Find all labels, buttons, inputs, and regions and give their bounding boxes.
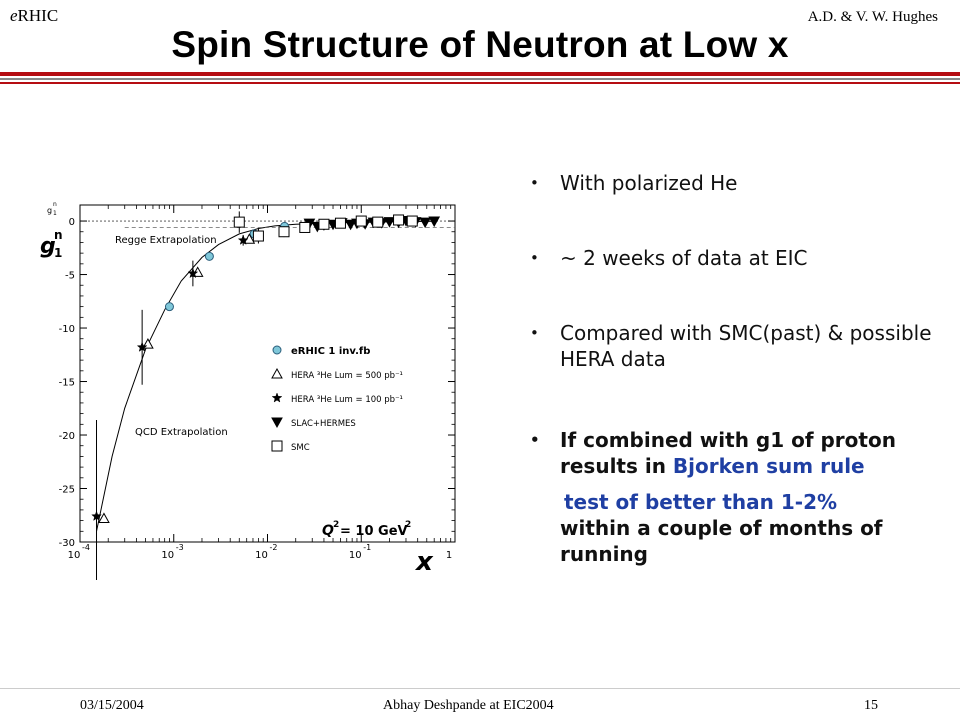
y-axis-title-1: 1 (54, 246, 62, 260)
bullet-dot: • (530, 431, 540, 449)
x-tick-label: 10 (349, 550, 362, 561)
legend-marker-star (271, 392, 283, 403)
legend-marker-square (271, 440, 283, 452)
q2-exp: 2 (333, 520, 339, 530)
data-point-square (299, 221, 311, 233)
y-tick-label: -30 (59, 538, 75, 549)
data-point-square (393, 214, 405, 226)
q2-lhs: Q (322, 523, 334, 539)
y-axis-title-g: g (40, 234, 56, 259)
q2-rhs: = 10 GeV (340, 524, 408, 539)
bullet-item-1: • With polarized He (520, 170, 738, 196)
legend-label: HERA ³He Lum = 100 pb⁻¹ (291, 395, 403, 405)
legend-label: HERA ³He Lum = 500 pb⁻¹ (291, 371, 403, 381)
data-point-star (91, 510, 102, 521)
bullet-item-3: • Compared with SMC(past) & possible HERA… (520, 320, 940, 372)
q2-label: Q 2 = 10 GeV 2 (322, 520, 411, 539)
y-tick-label: -20 (59, 431, 75, 442)
legend-label: SLAC+HERMES (291, 419, 356, 429)
x-tick-label: 10 (68, 550, 81, 561)
qcd-annotation: QCD Extrapolation (135, 427, 228, 438)
y-tick-label: 0 (69, 217, 75, 228)
data-point-star (136, 341, 148, 352)
title-rule-gray (0, 78, 960, 80)
data-point-square (252, 230, 264, 242)
legend-label: SMC (291, 443, 310, 453)
x-axis-title: x (414, 547, 434, 577)
bullet-text-2: ~ 2 weeks of data at EIC (560, 246, 808, 270)
data-point-square (334, 217, 346, 229)
bullet-text-4-cont: test of better than 1-2% within a couple … (560, 489, 940, 567)
data-point-star (187, 267, 199, 279)
y-axis-small-1: 1 (53, 210, 57, 217)
header-app: RHIC (17, 6, 59, 25)
legend-marker-triangle-down (271, 417, 283, 429)
plot-marks (91, 211, 455, 613)
data-point-circle (164, 302, 174, 312)
bullet-dot: • (530, 174, 539, 192)
data-point-square (406, 215, 418, 227)
x-tick-label: 10 (255, 550, 268, 561)
y-tick-label: -5 (65, 271, 75, 282)
y-axis-small-n: n (53, 201, 57, 208)
footer-presenter: Abhay Deshpande at EIC2004 (383, 698, 554, 713)
footer-date: 03/15/2004 (80, 698, 144, 713)
bullet-text-4-blue2: test of better than 1-2% (564, 490, 838, 514)
x-tick-label-exp: -1 (363, 543, 371, 552)
data-point-circle (204, 251, 214, 261)
bullet-dot: • (530, 249, 539, 267)
q2-rhs-exp: 2 (405, 520, 411, 530)
header-left: eRHIC (10, 6, 58, 26)
header-prefix: e (10, 6, 18, 25)
g1n-figure: 0 -5 -10 -15 -20 -25 -30 10 -4 10 -3 10 -2 10 -1 1 Regg… (40, 195, 470, 613)
bullet-text-4a: If combined with g1 of proton results in (560, 428, 896, 478)
footer-rule (0, 688, 960, 689)
bullet-item-2: • ~ 2 weeks of data at EIC (520, 245, 808, 271)
y-axis-title-n: n (54, 228, 63, 242)
y-tick-label: -25 (59, 485, 75, 496)
title-rule-red-bottom (0, 82, 960, 84)
data-point-triangle-down (344, 219, 357, 231)
y-tick-label: -15 (59, 378, 75, 389)
data-point-square (355, 215, 367, 227)
data-point-triangle-down (428, 216, 441, 228)
data-point-triangle-down (419, 217, 431, 229)
chart-legend: eRHIC 1 inv.fb HERA ³He Lum = 500 pb⁻¹ HER… (271, 345, 403, 453)
data-point-triangle-up (98, 512, 110, 523)
y-tick-label: -10 (59, 324, 75, 335)
bullet-item-4: • If combined with g1 of proton results i… (520, 427, 940, 567)
bullet-text-4-blue: Bjorken sum rule (672, 454, 865, 478)
data-point-square (372, 216, 384, 228)
bullet-text-4-tail: within a couple of months of running (560, 516, 883, 566)
chart-background (40, 195, 470, 580)
slide-title: Spin Structure of Neutron at Low x (171, 24, 789, 65)
x-tick-label-exp: -2 (270, 543, 278, 552)
data-point-square (233, 216, 245, 228)
bullet-dot: • (530, 324, 539, 342)
title-rule-red-top (0, 72, 960, 76)
header-authors: A.D. & V. W. Hughes (807, 9, 938, 25)
data-point-star (237, 234, 249, 245)
x-tick-label-exp: -4 (82, 543, 90, 552)
regge-annotation: Regge Extrapolation (115, 235, 217, 246)
data-point-square (278, 226, 290, 238)
y-axis-small-label: g n 1 (47, 201, 57, 217)
legend-label: eRHIC 1 inv.fb (291, 346, 370, 357)
data-point-square (318, 218, 330, 230)
legend-marker-triangle-up (271, 367, 283, 379)
bullet-text-1: With polarized He (560, 171, 738, 195)
y-axis-title: g n 1 (40, 228, 63, 260)
x-tick-label-exp: -3 (176, 543, 184, 552)
legend-marker-circle (272, 345, 282, 355)
x-tick-label: 1 (446, 550, 452, 561)
x-tick-label: 10 (161, 550, 174, 561)
bullet-text-3: Compared with SMC(past) & possible HERA … (560, 321, 932, 371)
data-point-triangle-down (383, 217, 396, 228)
footer-page-number: 15 (864, 698, 878, 713)
y-axis-small-g: g (47, 206, 52, 215)
